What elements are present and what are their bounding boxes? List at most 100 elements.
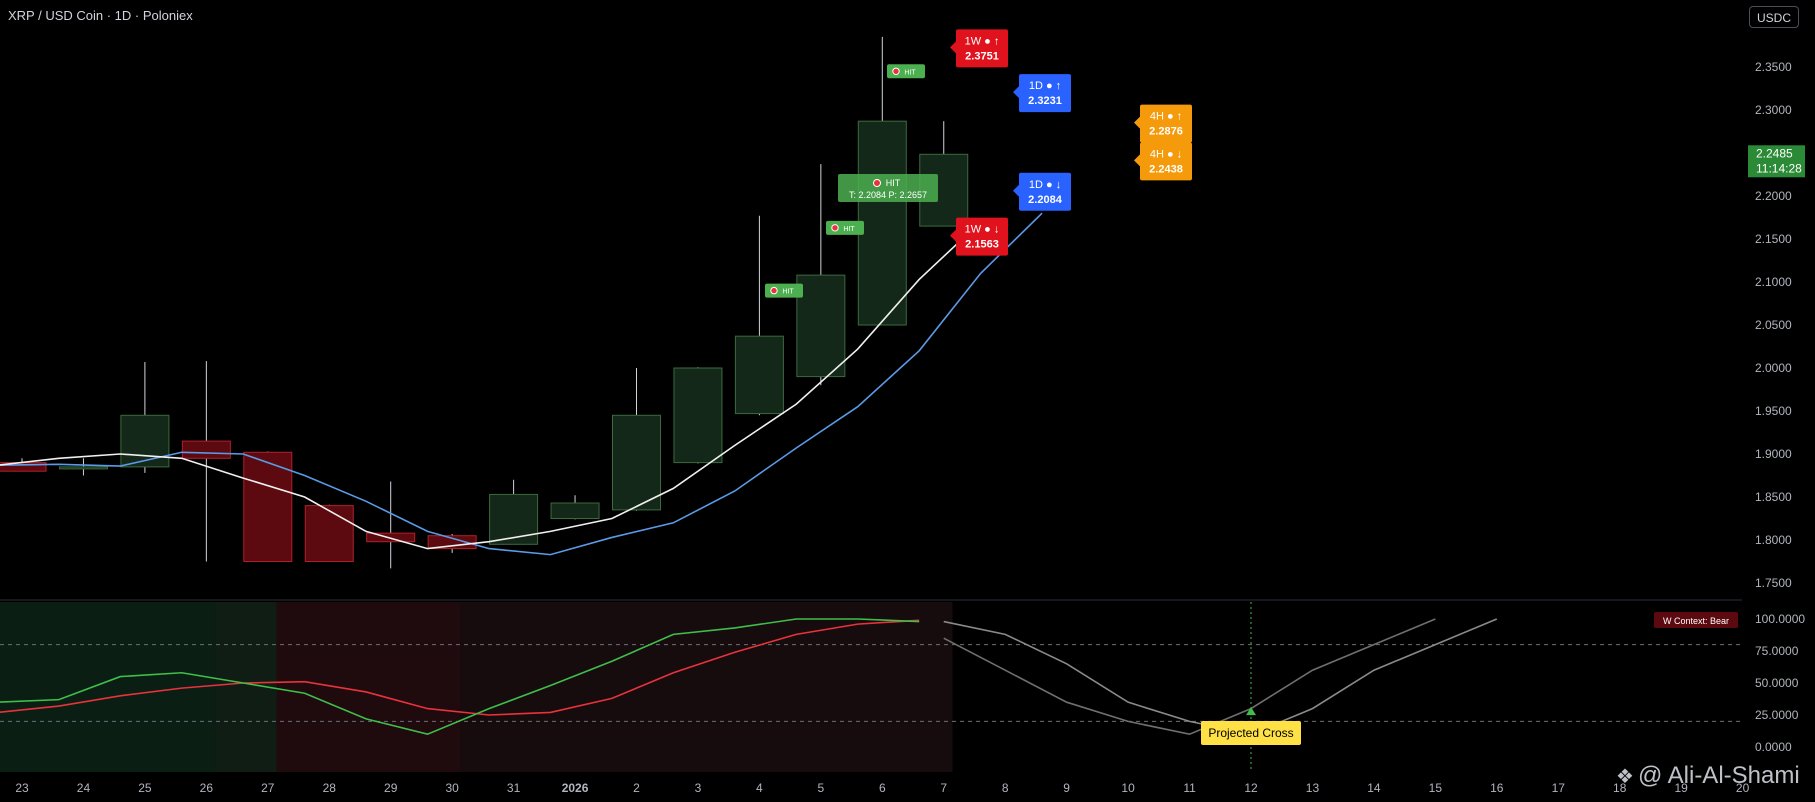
time-axis-tick: 12 <box>1244 781 1258 795</box>
candle-body <box>304 505 354 563</box>
last-price-countdown: 11:14:28 <box>1756 161 1802 175</box>
level-tag: 1W ● ↑ 2.3751 <box>950 29 1008 68</box>
time-axis-tick: 28 <box>323 781 337 795</box>
osc-neutral-zone <box>460 602 953 772</box>
candle-body <box>796 274 846 378</box>
level-tag-label: 1W ● ↓ <box>965 224 1000 236</box>
price-axis-tick: 2.0500 <box>1755 318 1792 332</box>
level-tag-pointer <box>1013 86 1019 99</box>
level-tag-box <box>1019 172 1071 211</box>
level-tag-box <box>956 29 1008 68</box>
hit-marker-label: HIT <box>782 289 794 296</box>
time-axis-tick: 10 <box>1121 781 1135 795</box>
hit-marker-label: HIT <box>843 226 855 233</box>
candle-body <box>612 414 661 511</box>
projected-cross-bg <box>1201 721 1301 745</box>
level-tag-value: 2.2084 <box>1028 194 1063 206</box>
price-axis-tick: 1.8500 <box>1755 490 1792 504</box>
osc-green-line <box>0 618 920 736</box>
fast-moving-average-line <box>0 221 982 550</box>
level-tag-label: 1D ● ↑ <box>1029 80 1061 92</box>
target-icon <box>892 67 900 76</box>
level-tag: 1D ● ↑ 2.3231 <box>1013 74 1071 113</box>
time-axis-tick: 2026 <box>562 781 589 795</box>
price-axis-tick: 2.3500 <box>1755 60 1792 74</box>
time-axis-tick: 4 <box>756 781 763 795</box>
time-axis-tick: 9 <box>1063 781 1070 795</box>
candle-body <box>427 535 477 550</box>
candle-body <box>243 451 293 562</box>
projected-cross-arrow-icon <box>1246 707 1256 716</box>
symbol-title: XRP / USD Coin · 1D · Poloniex <box>8 8 193 23</box>
slow-moving-average-line <box>0 212 1043 556</box>
level-tag-value: 2.2876 <box>1149 126 1183 138</box>
price-axis-tick: 2.1000 <box>1755 275 1792 289</box>
time-axis-tick: 16 <box>1490 781 1504 795</box>
target-icon <box>873 179 881 187</box>
target-icon <box>831 224 839 232</box>
time-axis-tick: 6 <box>879 781 886 795</box>
currency-button[interactable]: USDC <box>1749 6 1799 28</box>
context-badge: W Context: Bear <box>1654 612 1738 628</box>
osc-axis-tick: 100.0000 <box>1755 612 1805 626</box>
level-tag-label: 4H ● ↓ <box>1150 148 1182 160</box>
time-axis-tick: 11 <box>1183 781 1196 795</box>
level-tag-pointer <box>1013 184 1019 197</box>
time-axis-tick: 3 <box>695 781 702 795</box>
time-axis-tick: 25 <box>138 781 152 795</box>
candle-body <box>120 414 170 468</box>
price-axis-tick: 1.7500 <box>1755 576 1792 590</box>
time-axis-tick: 19 <box>1674 781 1688 795</box>
time-axis-tick: 2 <box>633 781 640 795</box>
level-tag-value: 2.2438 <box>1149 163 1183 175</box>
osc-axis-tick: 0.0000 <box>1755 740 1792 754</box>
time-axis-tick: 14 <box>1367 781 1381 795</box>
time-axis-tick: 8 <box>1002 781 1009 795</box>
osc-axis-tick: 75.0000 <box>1755 644 1799 658</box>
osc-axis-tick: 25.0000 <box>1755 708 1799 722</box>
candle-body <box>58 466 108 470</box>
hit-marker: HIT <box>826 220 864 235</box>
candle-body <box>550 502 600 519</box>
time-axis-tick: 7 <box>940 781 947 795</box>
price-axis-tick: 2.1500 <box>1755 232 1792 246</box>
watermark-text: @ Ali-Al-Shami <box>1637 762 1800 789</box>
projected-cross-text: Projected Cross <box>1208 726 1293 740</box>
candle-body <box>181 440 231 459</box>
time-axis-tick: 29 <box>384 781 398 795</box>
level-tag-box <box>956 217 1008 256</box>
level-tag-pointer <box>950 229 956 242</box>
level-tag-pointer <box>1134 116 1140 129</box>
candle-body <box>366 532 416 543</box>
level-tag-box <box>1019 74 1071 113</box>
projected-cross-label: Projected Cross <box>1201 721 1301 745</box>
time-axis-tick: 18 <box>1613 781 1627 795</box>
candle-body <box>673 367 723 464</box>
context-badge-bg <box>1654 612 1738 628</box>
last-price-value: 2.2485 <box>1756 146 1793 160</box>
osc-bear-zone <box>276 602 461 772</box>
price-axis-tick: 1.8000 <box>1755 533 1792 547</box>
target-icon <box>770 286 778 295</box>
hit-marker: HIT <box>887 64 925 79</box>
level-tag-pointer <box>1134 154 1140 167</box>
level-tag-value: 2.3231 <box>1028 95 1062 107</box>
level-tag-box <box>1140 142 1192 181</box>
time-axis-tick: 17 <box>1552 781 1566 795</box>
hit-info-box: HIT T: 2.2084 P: 2.2657 <box>838 174 938 202</box>
level-tag: 4H ● ↓ 2.2438 <box>1134 142 1192 181</box>
binance-diamond-icon: ❖ <box>1616 766 1634 788</box>
level-tag: 4H ● ↑ 2.2876 <box>1134 104 1192 143</box>
time-axis-tick: 13 <box>1306 781 1320 795</box>
time-axis-tick: 15 <box>1429 781 1443 795</box>
time-axis-tick: 20 <box>1736 781 1750 795</box>
time-axis-tick: 31 <box>507 781 521 795</box>
watermark: ❖ @ Ali-Al-Shami <box>1616 762 1800 790</box>
level-tag-pointer <box>950 41 956 54</box>
hit-marker-label: HIT <box>904 69 916 76</box>
osc-projection-line-b <box>943 618 1436 736</box>
hit-info-bg <box>838 174 938 202</box>
time-axis-tick: 26 <box>200 781 214 795</box>
candle-body <box>857 120 907 326</box>
